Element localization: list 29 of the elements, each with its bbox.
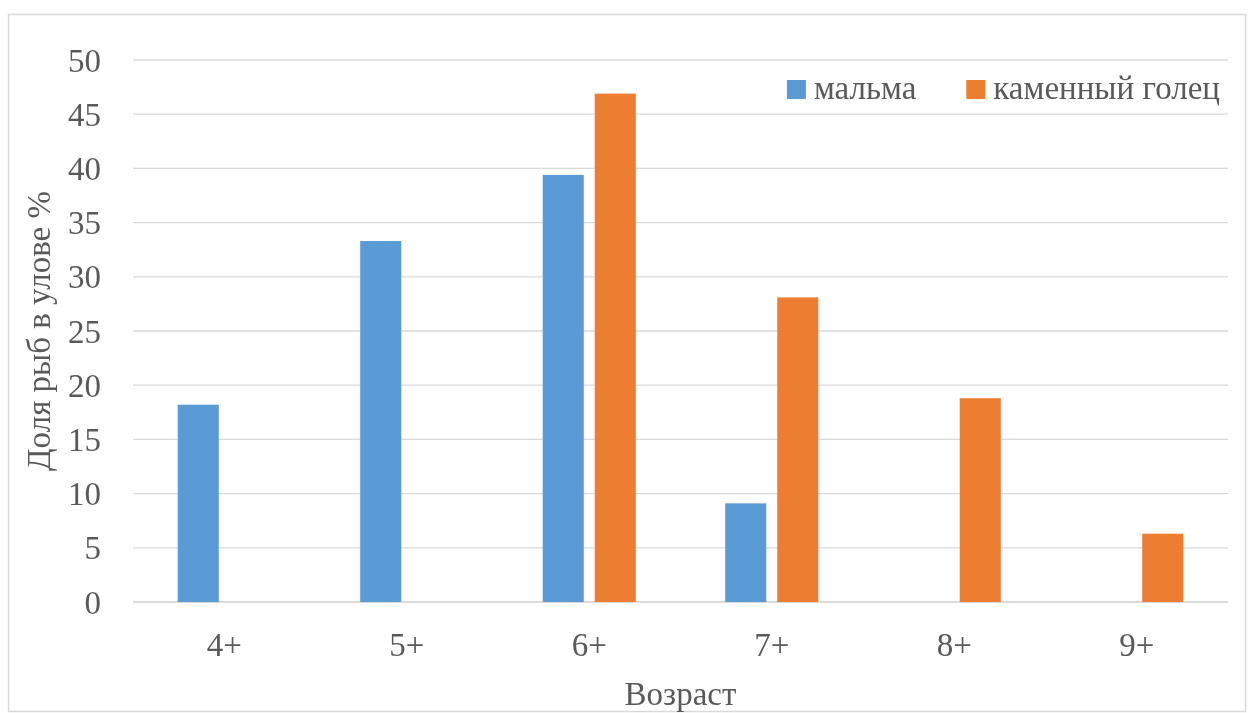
bar — [777, 297, 819, 602]
y-tick-label: 20 — [68, 367, 101, 404]
legend-label: каменный голец — [993, 70, 1221, 106]
y-tick-label: 50 — [68, 42, 101, 79]
bar — [542, 174, 584, 602]
y-axis-title: Доля рыб в улове % — [21, 191, 57, 471]
x-tick-label: 6+ — [571, 627, 607, 663]
y-tick-label: 5 — [84, 530, 101, 567]
bar — [959, 398, 1001, 602]
y-tick-label: 40 — [68, 150, 101, 187]
y-tick-label: 0 — [84, 584, 101, 621]
bar — [177, 404, 219, 602]
bar — [1142, 533, 1184, 602]
x-tick-label: 9+ — [1119, 627, 1155, 663]
bar — [594, 93, 636, 602]
y-tick-label: 30 — [68, 259, 101, 296]
x-tick-label: 7+ — [754, 627, 790, 663]
y-tick-label: 45 — [68, 96, 101, 133]
x-tick-label: 8+ — [936, 627, 972, 663]
y-tick-label: 25 — [68, 313, 101, 350]
y-tick-label: 10 — [68, 476, 101, 513]
bar — [725, 503, 767, 602]
bar — [360, 241, 402, 602]
x-tick-label: 5+ — [389, 627, 425, 663]
legend-label: мальма — [813, 70, 917, 106]
y-tick-label: 15 — [68, 421, 101, 458]
x-axis-title: Возраст — [624, 676, 737, 712]
y-tick-label: 35 — [68, 205, 101, 242]
x-tick-label: 4+ — [206, 627, 242, 663]
